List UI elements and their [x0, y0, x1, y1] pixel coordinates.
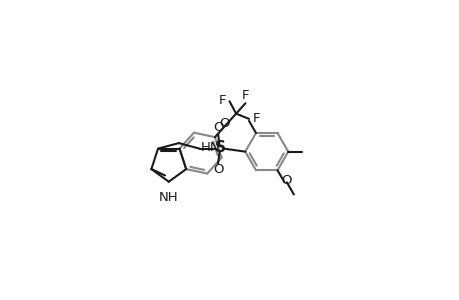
Text: NH: NH	[159, 191, 178, 204]
Text: HN: HN	[200, 141, 219, 154]
Text: F: F	[252, 112, 260, 125]
Text: S: S	[214, 140, 225, 155]
Text: O: O	[213, 163, 223, 176]
Text: O: O	[213, 121, 223, 134]
Text: F: F	[241, 89, 249, 102]
Text: F: F	[218, 94, 225, 107]
Text: O: O	[218, 117, 229, 130]
Text: O: O	[281, 174, 291, 188]
